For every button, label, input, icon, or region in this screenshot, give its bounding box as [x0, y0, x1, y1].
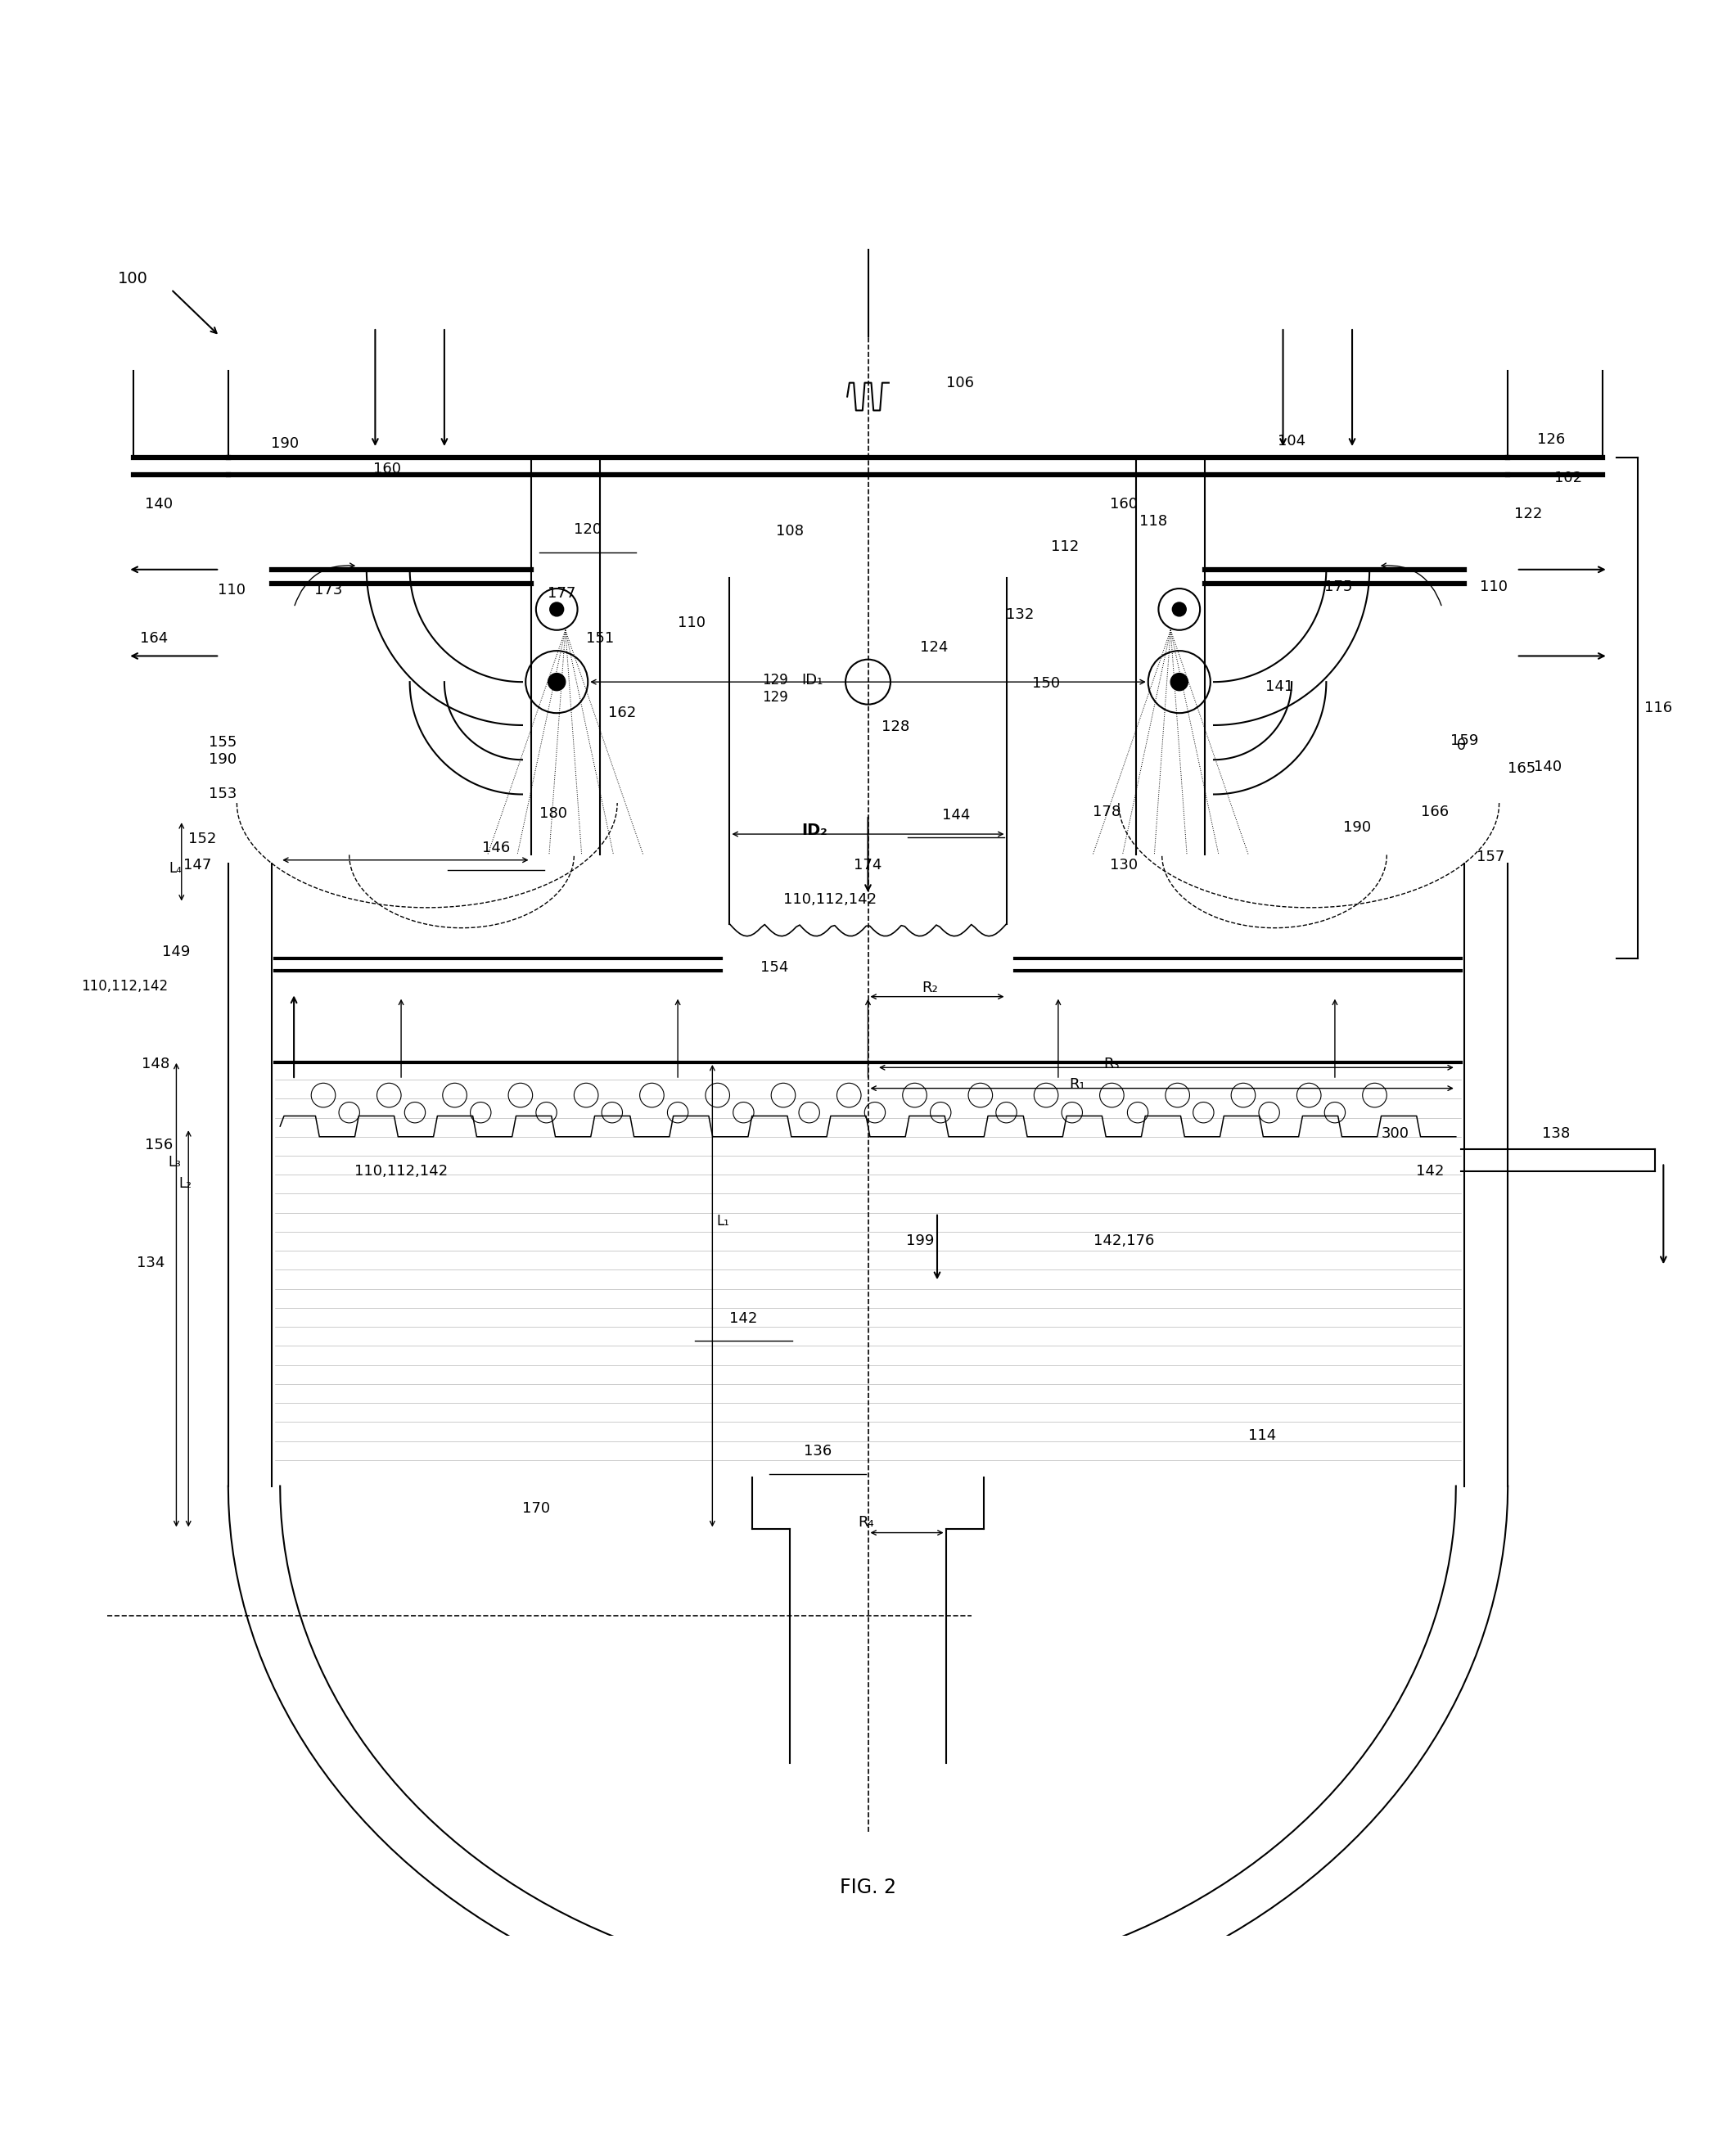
Text: 300: 300 — [1382, 1127, 1410, 1142]
Text: 106: 106 — [946, 375, 974, 390]
Text: 140: 140 — [146, 497, 174, 512]
Text: L₄: L₄ — [168, 861, 182, 876]
Text: 160: 160 — [373, 463, 401, 478]
Text: 120: 120 — [575, 523, 602, 538]
Circle shape — [1170, 673, 1187, 690]
Text: 136: 136 — [804, 1444, 832, 1459]
Text: 180: 180 — [540, 805, 568, 820]
Text: 129: 129 — [762, 673, 788, 688]
Text: 104: 104 — [1278, 435, 1305, 450]
Text: 150: 150 — [1033, 677, 1061, 692]
Text: 148: 148 — [142, 1056, 170, 1071]
Text: θ: θ — [1457, 739, 1465, 754]
Text: 146: 146 — [483, 840, 510, 855]
Text: 129: 129 — [762, 690, 788, 705]
Text: 175: 175 — [1325, 580, 1352, 593]
Text: 142: 142 — [729, 1311, 757, 1326]
Text: R₄: R₄ — [858, 1514, 875, 1529]
Text: 110: 110 — [1481, 580, 1509, 593]
Text: 190: 190 — [271, 437, 299, 450]
Text: 166: 166 — [1422, 803, 1450, 818]
Text: ID₂: ID₂ — [802, 823, 828, 838]
Text: 140: 140 — [1533, 758, 1562, 773]
Text: 142: 142 — [1417, 1163, 1444, 1178]
Text: 100: 100 — [118, 272, 148, 287]
Circle shape — [550, 602, 564, 617]
Text: 165: 165 — [1507, 760, 1536, 775]
Text: 156: 156 — [146, 1137, 174, 1152]
Text: 110,112,142: 110,112,142 — [82, 979, 168, 994]
Text: 130: 130 — [1109, 857, 1137, 872]
Circle shape — [1172, 602, 1186, 617]
Text: 128: 128 — [882, 720, 910, 735]
Text: 162: 162 — [608, 705, 637, 720]
Text: 190: 190 — [208, 752, 238, 767]
Text: 164: 164 — [141, 632, 168, 647]
Text: 102: 102 — [1554, 471, 1581, 486]
Text: 134: 134 — [137, 1255, 165, 1270]
Text: 149: 149 — [161, 945, 191, 960]
Text: FIG. 2: FIG. 2 — [840, 1876, 896, 1898]
Text: 177: 177 — [549, 587, 576, 602]
Text: 160: 160 — [1109, 497, 1137, 512]
Text: 126: 126 — [1536, 433, 1566, 448]
Text: 138: 138 — [1542, 1127, 1571, 1142]
Text: 157: 157 — [1476, 848, 1505, 863]
Text: 199: 199 — [906, 1234, 934, 1249]
Text: 118: 118 — [1139, 514, 1167, 529]
Text: 154: 154 — [760, 960, 788, 975]
Text: 173: 173 — [314, 583, 342, 598]
Text: 110: 110 — [217, 583, 245, 598]
Text: 147: 147 — [182, 857, 212, 872]
Text: 159: 159 — [1451, 733, 1479, 748]
Text: 152: 152 — [187, 831, 217, 846]
Text: 132: 132 — [1007, 606, 1035, 621]
Text: L₃: L₃ — [168, 1155, 181, 1170]
Text: 174: 174 — [854, 857, 882, 872]
Text: L₂: L₂ — [179, 1176, 191, 1191]
Text: 190: 190 — [1344, 820, 1371, 835]
Text: R₂: R₂ — [922, 981, 939, 996]
Text: 112: 112 — [1050, 540, 1080, 555]
Text: L₁: L₁ — [717, 1215, 729, 1230]
Text: 108: 108 — [776, 525, 804, 540]
Text: 114: 114 — [1248, 1429, 1276, 1444]
Text: 110,112,142: 110,112,142 — [783, 893, 877, 908]
Text: 151: 151 — [587, 632, 615, 647]
Circle shape — [549, 673, 566, 690]
Text: 142,176: 142,176 — [1094, 1234, 1154, 1249]
Text: 110,112,142: 110,112,142 — [354, 1163, 448, 1178]
Text: R₃: R₃ — [1104, 1056, 1120, 1071]
Text: 170: 170 — [523, 1502, 550, 1517]
Text: 155: 155 — [208, 735, 238, 750]
Text: 110: 110 — [677, 615, 705, 630]
Text: R₁: R₁ — [1069, 1077, 1085, 1092]
Text: 153: 153 — [208, 786, 238, 801]
Text: 124: 124 — [920, 640, 948, 655]
Text: 178: 178 — [1092, 803, 1121, 818]
Text: 144: 144 — [943, 808, 970, 823]
Text: 122: 122 — [1514, 508, 1543, 521]
Text: ID₁: ID₁ — [802, 673, 823, 688]
Text: 141: 141 — [1266, 679, 1293, 694]
Text: 116: 116 — [1644, 700, 1672, 715]
